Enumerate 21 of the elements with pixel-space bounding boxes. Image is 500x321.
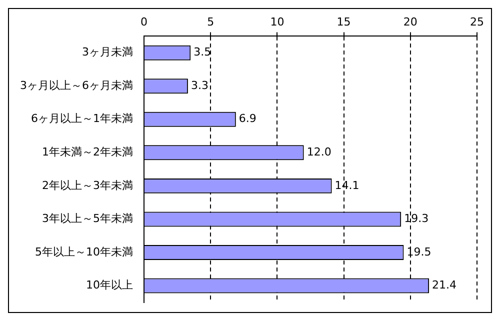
y-tick-label: 1年未満～2年未満 xyxy=(42,146,133,159)
data-label: 19.3 xyxy=(404,212,429,226)
data-label: 3.5 xyxy=(194,46,212,59)
data-label: 14.1 xyxy=(334,178,360,192)
y-tick-label: 3ヶ月以上～6ヶ月未満 xyxy=(20,78,133,92)
x-tick-label: 0 xyxy=(140,15,148,28)
data-label: 3.3 xyxy=(190,78,208,92)
y-tick-label: 10年以上 xyxy=(86,278,133,292)
data-label: 12.0 xyxy=(306,146,332,159)
data-label: 6.9 xyxy=(238,112,256,126)
x-tick-label: 25 xyxy=(470,15,484,28)
y-tick-label: 3ヶ月未満 xyxy=(82,46,133,59)
y-tick-label: 2年以上～3年未満 xyxy=(42,178,133,192)
x-tick-label: 10 xyxy=(270,15,284,28)
y-tick-label: 6ヶ月以上～1年未満 xyxy=(30,112,133,126)
x-tick-label: 15 xyxy=(336,15,351,28)
y-tick-label: 3年以上～5年未満 xyxy=(42,212,133,226)
x-tick-label: 5 xyxy=(207,15,214,28)
y-tick-label: 5年以上～10年未満 xyxy=(34,245,133,258)
x-tick-label: 20 xyxy=(403,15,418,28)
data-label: 21.4 xyxy=(432,278,457,292)
